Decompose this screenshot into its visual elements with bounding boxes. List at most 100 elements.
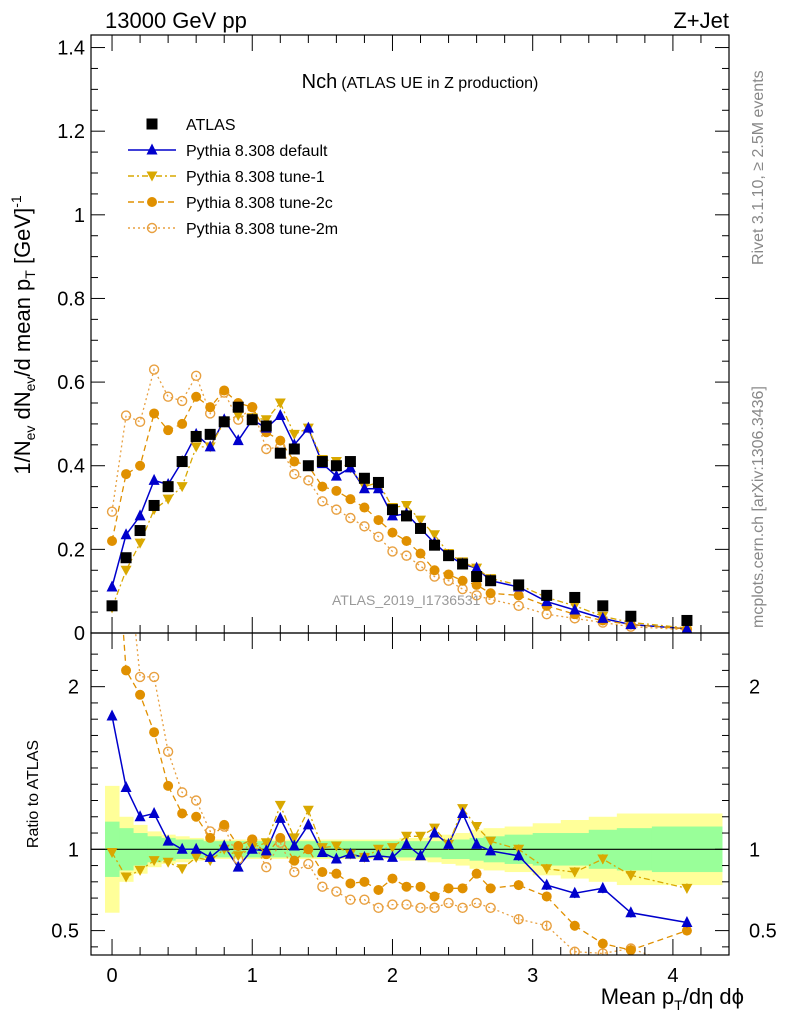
ratio-point-pythia-8-308-tune-2m [289,866,300,878]
ratio-y-tick-label-right: 1 [749,839,760,861]
main-point-pythia-8-308-tune-2c [387,527,398,538]
ratio-point-pythia-8-308-default [344,847,356,859]
main-point-pythia-8-308-tune-2c [443,569,454,580]
ratio-point-pythia-8-308-default [218,839,230,851]
main-point-pythia-8-308-tune-2m [373,531,384,543]
ratio-point-pythia-8-308-tune-1 [288,833,300,844]
ratio-point-pythia-8-308-default [274,811,286,823]
main-y-tick-label: 1 [74,205,85,227]
main-point-pythia-8-308-default [274,409,286,421]
main-point-pythia-8-308-tune-2c [345,494,356,505]
ratio-point-pythia-8-308-default [541,878,553,890]
main-point-atlas [232,401,244,413]
ratio-point-pythia-8-308-tune-1 [541,864,553,875]
ratio-point-pythia-8-308-tune-2m [345,894,356,905]
main-panel: 0 0.2 0.4 0.6 0.8 1 1.2 1.4 ATLAS_2019_I1736531… [8,34,730,645]
main-point-atlas [162,481,174,493]
main-point-pythia-8-308-tune-2c [289,456,300,467]
ratio-data-layer [91,633,729,955]
main-point-atlas [415,522,427,534]
ratio-point-pythia-8-308-tune-2m [513,914,524,925]
ratio-point-pythia-8-308-tune-2c [247,834,258,845]
ratio-point-pythia-8-308-default [485,844,497,856]
ratio-point-pythia-8-308-tune-1 [162,857,174,868]
ratio-line-pythia-8-308-tune-2c [122,633,688,951]
ratio-point-pythia-8-308-default [148,807,160,819]
ratio-point-pythia-8-308-tune-1 [120,872,132,883]
ratio-point-pythia-8-308-tune-1 [274,800,286,811]
ratio-point-pythia-8-308-tune-2c [541,891,552,902]
ratio-point-pythia-8-308-tune-2c [457,883,468,894]
legend-label-pythia-8-308-default: Pythia 8.308 default [186,143,328,160]
main-point-atlas [134,525,146,537]
ratio-point-pythia-8-308-tune-1 [106,848,118,859]
ratio-point-pythia-8-308-default [386,850,398,862]
main-point-pythia-8-308-tune-1 [190,442,202,453]
ratio-point-pythia-8-308-tune-2c [163,780,174,791]
main-line-pythia-8-308-tune-2m [111,367,687,631]
main-line-pythia-8-308-tune-1 [111,401,687,629]
ratio-point-pythia-8-308-tune-1 [330,841,342,852]
ratio-point-pythia-8-308-default [569,886,581,898]
main-y-tick-label: 0.4 [57,456,85,478]
main-watermark: ATLAS_2019_I1736531 [332,592,481,608]
mcplots-label: mcplots.cern.ch [arXiv:1306.3436] [750,386,767,628]
ratio-point-pythia-8-308-tune-2c [135,689,146,700]
ratio-point-pythia-8-308-default [120,780,132,792]
legend-marker-atlas [146,118,158,130]
header-process: Z+Jet [673,8,729,33]
ratio-point-pythia-8-308-tune-2c [219,819,230,830]
main-point-atlas [386,504,398,516]
ratio-point-pythia-8-308-tune-2c [317,867,328,878]
ratio-point-pythia-8-308-tune-1 [232,851,244,862]
ratio-point-pythia-8-308-tune-2c [429,891,440,902]
ratio-point-pythia-8-308-tune-1 [260,838,272,849]
ratio-point-pythia-8-308-tune-2c [149,727,160,738]
ratio-point-pythia-8-308-tune-1 [625,870,637,881]
main-point-atlas [569,591,581,603]
main-point-atlas [681,614,693,626]
main-point-pythia-8-308-tune-2m [162,391,174,402]
ratio-point-pythia-8-308-tune-2m [303,858,314,870]
ratio-point-pythia-8-308-tune-1 [485,836,497,847]
ratio-line-pythia-8-308-default [111,715,688,924]
main-point-pythia-8-308-tune-2m [415,560,426,572]
ratio-point-pythia-8-308-tune-1 [148,856,160,867]
main-point-atlas [148,499,160,511]
main-point-atlas [457,558,469,570]
main-point-pythia-8-308-tune-2c [205,402,216,413]
ratio-point-pythia-8-308-tune-2m [415,902,426,914]
ratio-point-pythia-8-308-tune-2c [569,920,580,931]
main-point-atlas [316,456,328,468]
header-energy: 13000 GeV pp [105,8,247,33]
ratio-point-pythia-8-308-tune-2m [176,787,188,798]
main-point-pythia-8-308-tune-2m [303,475,314,486]
ratio-point-pythia-8-308-default [204,850,216,862]
ratio-point-pythia-8-308-tune-2m [190,795,202,806]
main-point-pythia-8-308-tune-2c [513,590,524,601]
ratio-point-pythia-8-308-tune-1 [302,805,314,816]
ratio-point-pythia-8-308-default [400,837,412,849]
ratio-point-pythia-8-308-tune-2c [289,855,300,866]
ratio-point-pythia-8-308-tune-2m [541,920,552,931]
main-y-tick-label: 0 [74,623,85,645]
ratio-y-tick-label: 0.5 [51,921,79,943]
main-point-atlas [274,447,286,459]
main-point-atlas [443,550,455,562]
ratio-point-pythia-8-308-tune-2c [191,811,202,822]
ratio-point-pythia-8-308-tune-2m [148,671,160,683]
main-point-pythia-8-308-default [597,611,609,623]
ratio-line-pythia-8-308-tune-1 [111,803,688,889]
ratio-point-pythia-8-308-tune-2m [387,899,398,910]
ratio-point-pythia-8-308-default [190,842,202,854]
ratio-point-pythia-8-308-tune-2m [429,902,440,914]
ratio-point-pythia-8-308-tune-2m [317,881,328,892]
main-point-pythia-8-308-default [569,603,581,615]
main-point-atlas [625,610,637,622]
main-point-pythia-8-308-tune-2m [120,410,132,421]
main-point-atlas [471,571,483,583]
ratio-point-pythia-8-308-tune-2m [162,746,174,757]
main-point-pythia-8-308-tune-2m [513,600,524,612]
ratio-point-pythia-8-308-default [288,839,300,851]
ratio-point-pythia-8-308-default [471,837,483,849]
